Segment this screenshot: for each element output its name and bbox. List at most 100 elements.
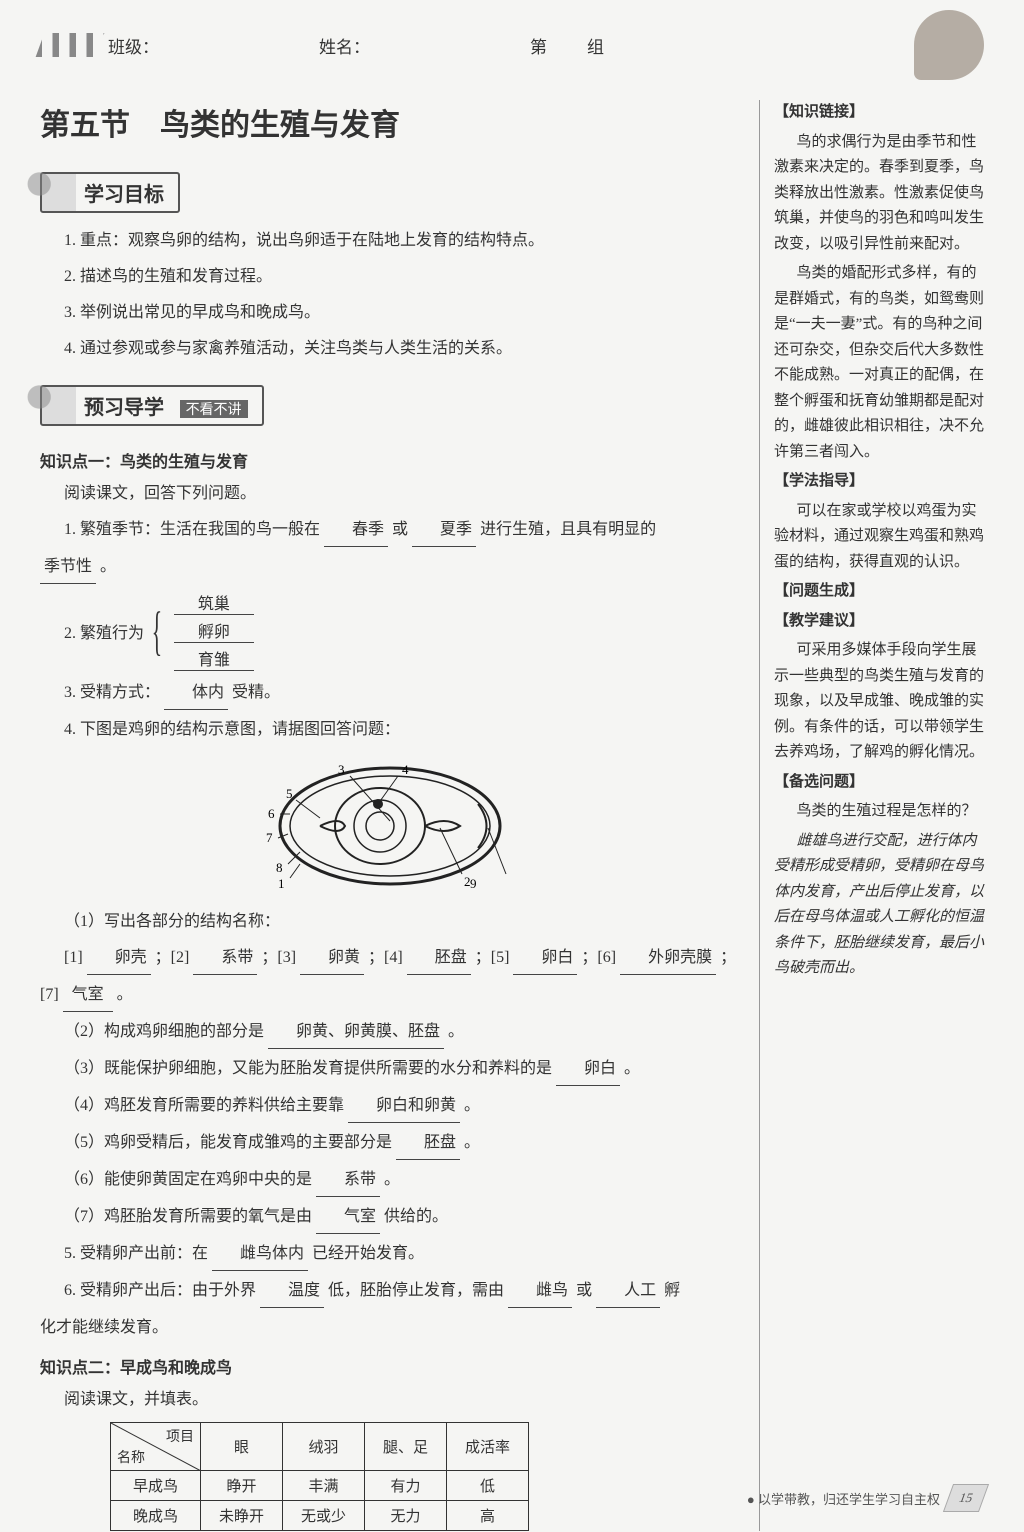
kp2-read: 阅读课文，并填表。 — [40, 1384, 741, 1416]
row2-c4[interactable]: 高 — [447, 1501, 529, 1531]
method-body: 可以在家或学校以鸡蛋为实验材料，通过观察生鸡蛋和熟鸡蛋的结构，获得直观的认识。 — [774, 499, 984, 576]
q2-label: 2. 繁殖行为 — [64, 619, 144, 643]
table-row-late: 晚成鸟 未睁开 无或少 无力 高 — [111, 1501, 529, 1531]
q5-blank[interactable]: 雌鸟体内 — [212, 1238, 308, 1271]
row2-c2[interactable]: 无或少 — [283, 1501, 365, 1531]
s6-blank[interactable]: 系带 — [316, 1164, 380, 1197]
bird-table: 项目 名称 眼 绒羽 腿、足 成活率 早成鸟 睁开 丰满 有力 低 晚成鸟 未睁… — [110, 1422, 529, 1531]
lbl-7[interactable]: 气室 — [63, 979, 113, 1012]
s1-line1: [1] 卵壳 ；[2] 系带 ；[3] 卵黄 ；[4] 胚盘 ；[5] 卵白 ；… — [40, 942, 741, 975]
lbl-6n: ；[6] — [581, 949, 616, 966]
preview-heading: 预习导学 不看不讲 — [40, 385, 264, 426]
kp1-q2: 2. 繁殖行为 { 筑巢 孵卵 育雏 — [64, 590, 741, 671]
lbl-2[interactable]: 系带 — [193, 942, 257, 975]
s2-blank[interactable]: 卵黄、卵黄膜、胚盘 — [268, 1016, 444, 1049]
diag-top: 项目 — [166, 1426, 194, 1446]
q1-blank-2[interactable]: 夏季 — [412, 514, 476, 547]
name-label: 姓名： — [319, 33, 370, 58]
q2-items: 筑巢 孵卵 育雏 — [174, 590, 254, 671]
lbl-5[interactable]: 卵白 — [513, 942, 577, 975]
q1-blank-1[interactable]: 春季 — [324, 514, 388, 547]
footer-slogan: ● 以学带教，归还学生学习自主权 — [747, 1489, 940, 1508]
q6-line1: 6. 受精卵产出后：由于外界 温度 低，胚胎停止发育，需由 雌鸟 或 人工 孵 — [40, 1275, 741, 1308]
group-suffix: 组 — [587, 33, 604, 58]
svg-text:5: 5 — [286, 786, 293, 801]
kp1-q1-line2: 季节性 。 — [40, 551, 741, 584]
question-head: 【问题生成】 — [774, 579, 984, 605]
teach-body: 可采用多媒体手段向学生展示一些典型的鸟类生殖与发育的现象，以及早成雏、晚成雏的实… — [774, 638, 984, 766]
sidebar: 【知识链接】 鸟的求偶行为是由季节和性激素来决定的。春季到夏季，鸟类释放出性激素… — [759, 100, 984, 1531]
s5-pre: （5）鸡卵受精后，能发育成雏鸡的主要部分是 — [64, 1134, 392, 1151]
s7-blank[interactable]: 气室 — [316, 1201, 380, 1234]
study-goal-heading: 学习目标 — [40, 172, 180, 213]
s4-blank[interactable]: 卵白和卵黄 — [348, 1090, 460, 1123]
s7-pre: （7）鸡胚胎发育所需要的氧气是由 — [64, 1208, 312, 1225]
q3-pre: 3. 受精方式： — [64, 684, 160, 701]
svg-text:7: 7 — [266, 830, 273, 845]
q6-mid1: 低，胚胎停止发育，需由 — [328, 1282, 504, 1299]
row1-c4[interactable]: 低 — [447, 1471, 529, 1501]
page-footer: ● 以学带教，归还学生学习自主权 15 — [747, 1484, 984, 1512]
s1-label: （1）写出各部分的结构名称： — [40, 906, 741, 938]
row2-c1[interactable]: 未睁开 — [201, 1501, 283, 1531]
lbl-6[interactable]: 外卵壳膜 — [620, 942, 716, 975]
page-header: 班级： 姓名： 第 组 — [40, 20, 984, 70]
s5-blank[interactable]: 胚盘 — [396, 1127, 460, 1160]
svg-text:6: 6 — [268, 806, 275, 821]
col-eye: 眼 — [201, 1423, 283, 1471]
left-column: 第五节 鸟类的生殖与发育 学习目标 1. 重点：观察鸟卵的结构，说出鸟卵适于在陆… — [40, 100, 741, 1531]
q1-blank-3[interactable]: 季节性 — [40, 551, 96, 584]
lbl-7n: [7] — [40, 986, 59, 1003]
q3-blank[interactable]: 体内 — [164, 677, 228, 710]
q6-b3[interactable]: 人工 — [596, 1275, 660, 1308]
q6-mid2: 或 — [576, 1282, 592, 1299]
col-leg: 腿、足 — [365, 1423, 447, 1471]
page-number: 15 — [943, 1484, 989, 1512]
row1-name: 早成鸟 — [111, 1471, 201, 1501]
s6-end: 。 — [384, 1171, 400, 1188]
row1-c3[interactable]: 有力 — [365, 1471, 447, 1501]
q5-pre: 5. 受精卵产出前：在 — [64, 1245, 208, 1262]
kp1-read: 阅读课文，回答下列问题。 — [40, 478, 741, 510]
col-survive: 成活率 — [447, 1423, 529, 1471]
section-title: 第五节 鸟类的生殖与发育 — [40, 100, 741, 144]
kp2-title: 知识点二：早成鸟和晚成鸟 — [40, 1354, 741, 1378]
alt-a: 雌雄鸟进行交配，进行体内受精形成受精卵，受精卵在母鸟体内发育，产出后停止发育，以… — [774, 829, 984, 982]
s6: （6）能使卵黄固定在鸡卵中央的是 系带 。 — [40, 1164, 741, 1197]
svg-text:3: 3 — [338, 762, 345, 777]
s4: （4）鸡胚发育所需要的养料供给主要靠 卵白和卵黄 。 — [40, 1090, 741, 1123]
q1-mid2: 进行生殖，且具有明显的 — [480, 521, 656, 538]
q6-line2: 化才能继续发育。 — [40, 1312, 741, 1344]
q2-item-1[interactable]: 筑巢 — [174, 590, 254, 615]
table-diag-header: 项目 名称 — [111, 1423, 201, 1471]
lbl-3[interactable]: 卵黄 — [300, 942, 364, 975]
s4-pre: （4）鸡胚发育所需要的养料供给主要靠 — [64, 1097, 344, 1114]
lbl-end: 。 — [117, 986, 133, 1003]
brace-icon: { — [152, 604, 162, 658]
lbl-1[interactable]: 卵壳 — [87, 942, 151, 975]
kp1-q1: 1. 繁殖季节：生活在我国的鸟一般在 春季 或 夏季 进行生殖，且具有明显的 — [40, 514, 741, 547]
col-feather: 绒羽 — [283, 1423, 365, 1471]
row1-c2[interactable]: 丰满 — [283, 1471, 365, 1501]
q2-item-2[interactable]: 孵卵 — [174, 618, 254, 643]
knowledge-body-1: 鸟的求偶行为是由季节和性激素来决定的。春季到夏季，鸟类释放出性激素。性激素促使鸟… — [774, 130, 984, 258]
svg-text:9: 9 — [470, 876, 477, 891]
s3-blank[interactable]: 卵白 — [556, 1053, 620, 1086]
lbl-4[interactable]: 胚盘 — [407, 942, 471, 975]
q1-mid1: 或 — [392, 521, 408, 538]
row2-name: 晚成鸟 — [111, 1501, 201, 1531]
lbl-5n: ；[5] — [475, 949, 510, 966]
goal-item-4: 4. 通过参观或参与家禽养殖活动，关注鸟类与人类生活的关系。 — [40, 333, 741, 365]
row2-c3[interactable]: 无力 — [365, 1501, 447, 1531]
svg-text:8: 8 — [276, 860, 283, 875]
s7: （7）鸡胚胎发育所需要的氧气是由 气室 供给的。 — [40, 1201, 741, 1234]
row1-c1[interactable]: 睁开 — [201, 1471, 283, 1501]
q6-b2[interactable]: 雌鸟 — [508, 1275, 572, 1308]
q2-item-3[interactable]: 育雏 — [174, 646, 254, 671]
table-header-row: 项目 名称 眼 绒羽 腿、足 成活率 — [111, 1423, 529, 1471]
s5: （5）鸡卵受精后，能发育成雏鸡的主要部分是 胚盘 。 — [40, 1127, 741, 1160]
class-label: 班级： — [108, 33, 159, 58]
lbl-3n: ；[3] — [261, 949, 296, 966]
q6-b1[interactable]: 温度 — [260, 1275, 324, 1308]
goal-item-2: 2. 描述鸟的生殖和发育过程。 — [40, 261, 741, 293]
